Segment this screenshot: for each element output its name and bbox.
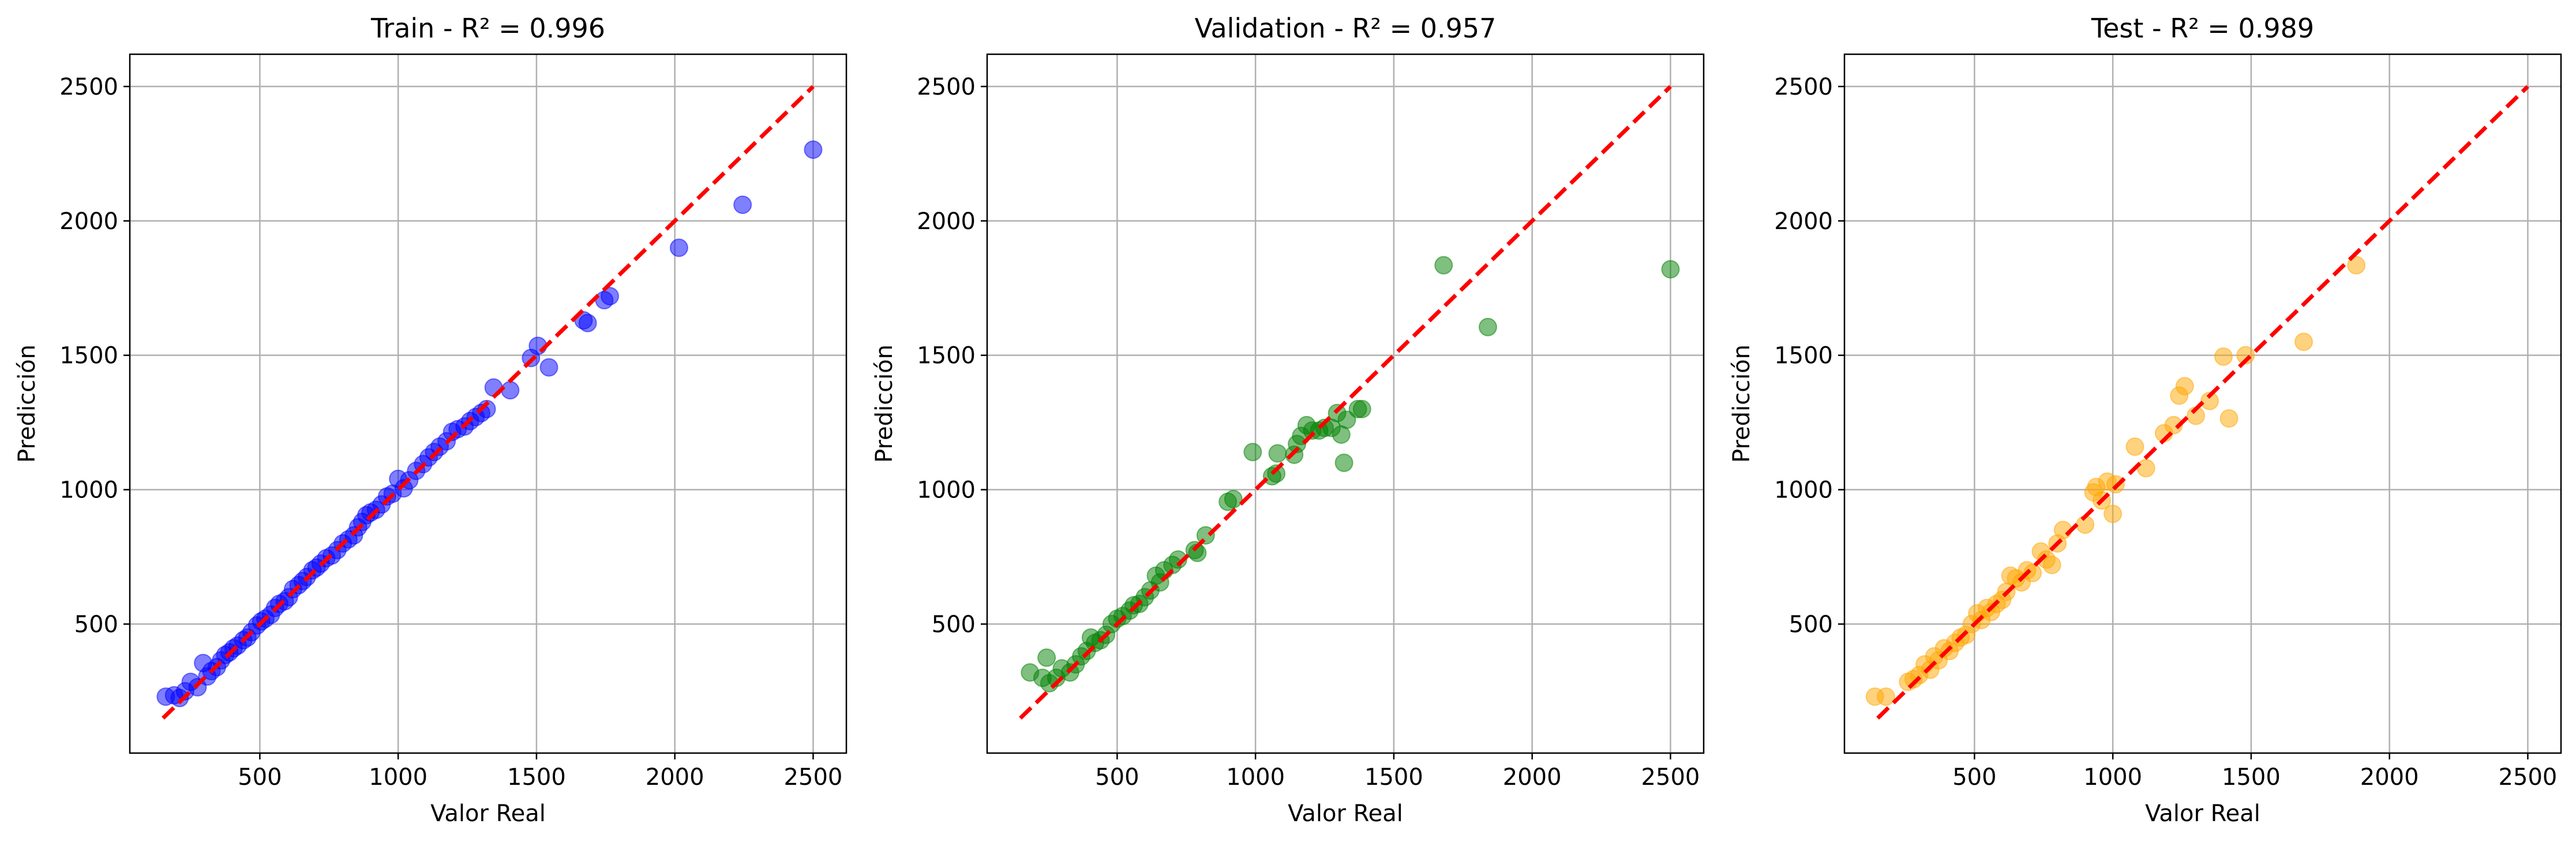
data-point: [2136, 459, 2155, 478]
x-axis-label: Valor Real: [1288, 800, 1403, 827]
y-tick-label: 2500: [1774, 74, 1833, 100]
chart-title: Test - R² = 0.989: [2091, 13, 2314, 44]
y-tick-label: 2000: [917, 208, 976, 235]
data-point: [578, 313, 597, 332]
x-tick-label: 2500: [1641, 764, 1700, 791]
x-tick-label: 2000: [1503, 764, 1562, 791]
test-subplot: 500 1000 1500 2000 2500 500 1000 1500 2000 2500 Te…: [1728, 13, 2562, 827]
axes-frame: [986, 53, 1705, 754]
reference-line: [1876, 85, 2529, 720]
data-point: [600, 287, 619, 306]
y-axis-label: Predicción: [14, 345, 40, 463]
x-tick-label: 2000: [2360, 764, 2419, 791]
x-tick-label: 1500: [1364, 764, 1423, 791]
data-point: [1267, 464, 1286, 483]
data-point: [501, 381, 520, 400]
data-point: [2175, 377, 2194, 396]
axes-frame: [1843, 53, 2562, 754]
x-tick-label: 2500: [2499, 764, 2558, 791]
data-point: [1243, 443, 1262, 462]
x-axis-label: Valor Real: [2145, 800, 2260, 827]
x-tick-label: 2000: [646, 764, 704, 791]
data-point: [2294, 332, 2313, 351]
axes-frame: [129, 53, 848, 754]
x-tick-label: 1000: [2083, 764, 2142, 791]
reference-line: [162, 85, 815, 720]
y-tick-label: 1500: [59, 343, 118, 369]
data-point: [2200, 391, 2219, 410]
data-point: [1434, 256, 1453, 275]
reference-line: [1019, 85, 1672, 720]
data-point: [2042, 555, 2061, 574]
data-point: [2214, 347, 2233, 366]
x-tick-label: 1000: [1226, 764, 1285, 791]
chart-title: Validation - R² = 0.957: [1195, 13, 1497, 44]
y-tick-label: 500: [932, 611, 976, 638]
data-point: [2023, 563, 2042, 582]
data-point: [1352, 399, 1371, 418]
chart-title: Train - R² = 0.996: [370, 13, 605, 44]
data-point: [2347, 256, 2366, 275]
data-point: [1268, 444, 1287, 463]
data-point: [539, 358, 558, 377]
data-point: [1334, 453, 1353, 472]
data-point: [1661, 260, 1680, 279]
data-point: [2219, 409, 2238, 428]
data-point: [733, 195, 752, 214]
x-tick-label: 1000: [369, 764, 428, 791]
y-tick-label: 1000: [917, 477, 976, 504]
y-axis-label: Predicción: [1728, 345, 1755, 463]
x-tick-label: 500: [238, 764, 282, 791]
data-point: [1478, 317, 1497, 336]
y-tick-label: 1500: [917, 343, 976, 369]
y-tick-label: 2000: [59, 208, 118, 235]
x-tick-label: 500: [1952, 764, 1996, 791]
data-point: [1876, 687, 1895, 706]
validation-subplot: 500 1000 1500 2000 2500 500 1000 1500 2000 2500 Va…: [871, 13, 1705, 827]
data-point: [1168, 550, 1187, 569]
y-tick-label: 1000: [1774, 477, 1833, 504]
y-tick-label: 500: [74, 611, 118, 638]
y-axis-label: Predicción: [871, 345, 898, 463]
x-tick-label: 500: [1095, 764, 1139, 791]
x-tick-label: 2500: [784, 764, 843, 791]
data-point: [1337, 410, 1356, 429]
x-tick-label: 1500: [507, 764, 566, 791]
train-subplot: 500 1000 1500 2000 2500 500 1000 1500 2000 2500 Tr…: [14, 13, 848, 827]
data-point: [804, 140, 823, 159]
data-point: [1037, 648, 1056, 667]
y-tick-label: 2500: [59, 74, 118, 100]
data-point: [2164, 415, 2183, 435]
data-point: [1224, 489, 1243, 508]
data-point: [2236, 346, 2255, 365]
y-tick-label: 500: [1789, 611, 1833, 638]
y-tick-label: 1000: [59, 477, 118, 504]
x-axis-label: Valor Real: [430, 800, 546, 827]
y-tick-label: 2000: [1774, 208, 1833, 235]
y-tick-label: 1500: [1774, 343, 1833, 369]
x-tick-label: 1500: [2222, 764, 2281, 791]
data-point: [477, 399, 496, 418]
data-point: [669, 238, 688, 257]
data-point: [2103, 504, 2123, 523]
y-tick-label: 2500: [917, 74, 976, 100]
data-point: [2125, 437, 2144, 456]
